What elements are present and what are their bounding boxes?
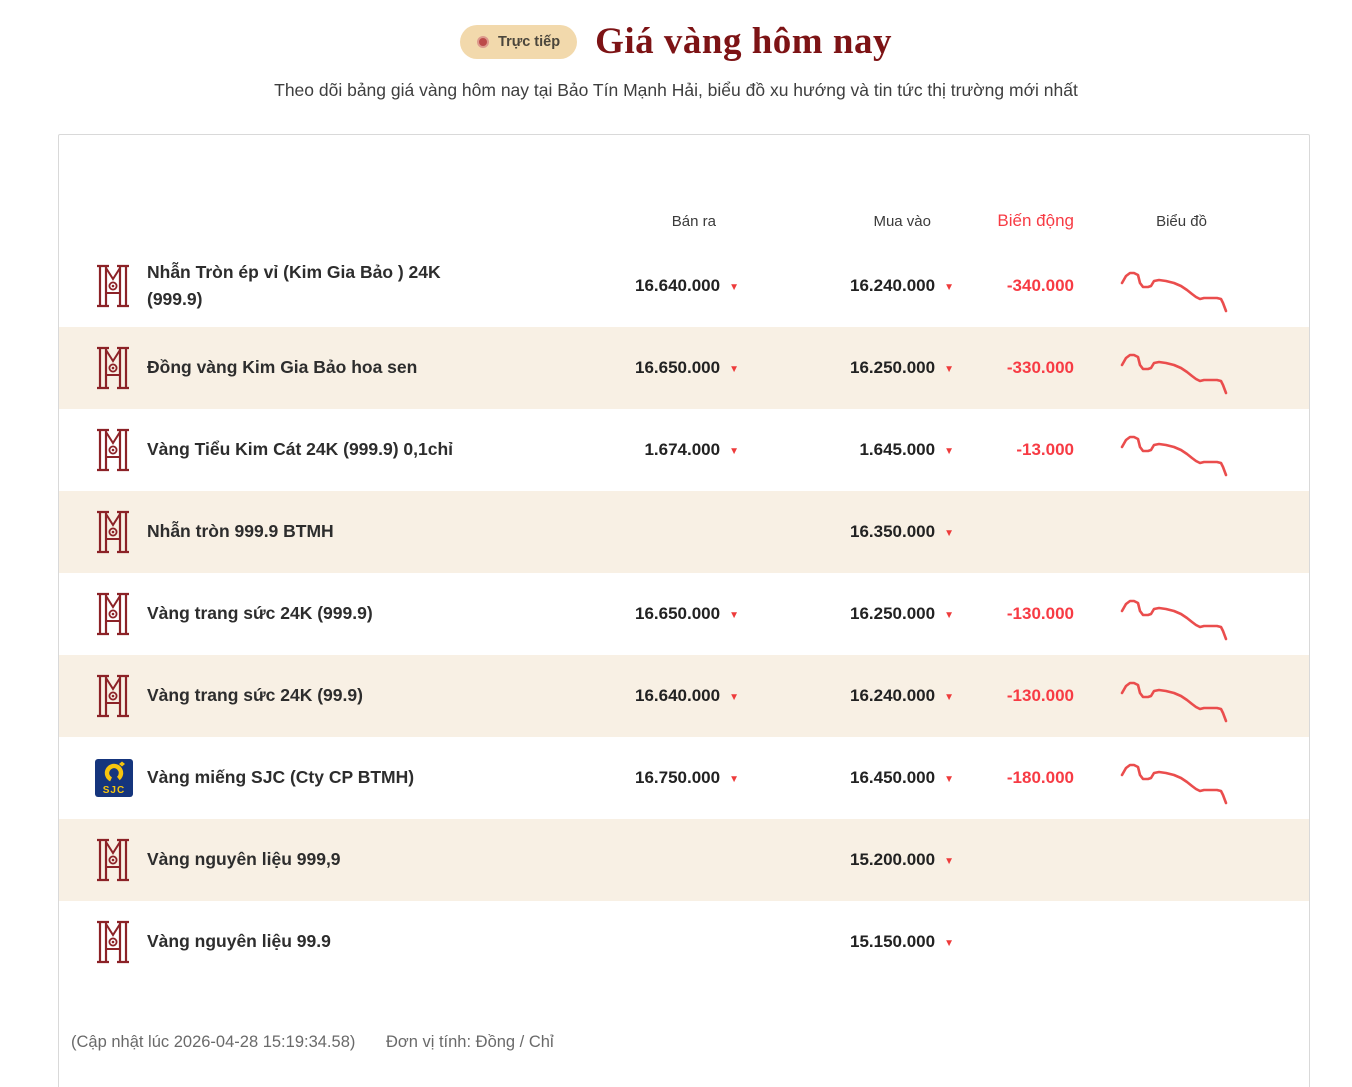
btmh-logo-icon [95, 428, 131, 472]
table-row[interactable]: Vàng nguyên liệu 999,9 15.200.000 ▼ [59, 819, 1309, 901]
col-header-sell: Bán ra [671, 212, 716, 230]
product-name: Vàng nguyên liệu 999,9 [147, 849, 341, 870]
table-row[interactable]: Nhẫn tròn 999.9 BTMH 16.350.000 ▼ [59, 491, 1309, 573]
down-triangle-icon: ▼ [729, 364, 739, 375]
btmh-logo-icon [95, 920, 131, 964]
sparkline-cell [1074, 341, 1289, 396]
sell-price: 1.674.000 ▼ [644, 440, 739, 459]
page-title: Giá vàng hôm nay [595, 21, 892, 62]
sparkline-cell [1074, 587, 1289, 642]
sell-price: 16.650.000 ▼ [635, 358, 739, 377]
price-sparkline-chart [1120, 599, 1228, 640]
sjc-logo-icon: SJC [95, 759, 133, 797]
down-triangle-icon: ▼ [729, 446, 739, 457]
price-sparkline-chart [1120, 681, 1228, 722]
table-row[interactable]: Nhẫn Tròn ép vỉ (Kim Gia Bảo ) 24K (999.… [59, 245, 1309, 327]
price-change: -180.000 [1006, 768, 1074, 787]
live-badge: Trực tiếp [460, 24, 578, 59]
sparkline-cell [1074, 669, 1289, 724]
table-row[interactable]: Vàng Tiểu Kim Cát 24K (999.9) 0,1chỉ 1.6… [59, 409, 1309, 491]
sparkline-cell [1074, 751, 1289, 806]
down-triangle-icon: ▼ [944, 364, 954, 375]
product-name: Vàng trang sức 24K (99.9) [147, 685, 363, 706]
down-triangle-icon: ▼ [944, 446, 954, 457]
buy-price: 15.200.000 ▼ [850, 850, 954, 869]
table-row[interactable]: SJC Vàng miếng SJC (Cty CP BTMH) 16.750.… [59, 737, 1309, 819]
live-badge-label: Trực tiếp [498, 33, 561, 50]
sell-price: 16.750.000 ▼ [635, 768, 739, 787]
down-triangle-icon: ▼ [944, 774, 954, 785]
price-sparkline-chart [1120, 271, 1228, 312]
btmh-logo-icon [95, 838, 131, 882]
product-name: Nhẫn Tròn ép vỉ (Kim Gia Bảo ) 24K (999.… [147, 261, 441, 309]
updated-timestamp: (Cập nhật lúc 2026-04-28 15:19:34.58) [71, 1033, 356, 1051]
table-footer: (Cập nhật lúc 2026-04-28 15:19:34.58) Đơ… [59, 983, 1309, 1078]
col-header-change: Biến động [997, 211, 1074, 230]
down-triangle-icon: ▼ [729, 282, 739, 293]
table-row[interactable]: Đồng vàng Kim Gia Bảo hoa sen 16.650.000… [59, 327, 1309, 409]
col-header-buy: Mua vào [873, 212, 931, 230]
price-change: -130.000 [1006, 686, 1074, 705]
sell-price: 16.640.000 ▼ [635, 276, 739, 295]
live-dot-icon [477, 35, 490, 48]
down-triangle-icon: ▼ [729, 692, 739, 703]
down-triangle-icon: ▼ [944, 610, 954, 621]
btmh-logo-icon [95, 674, 131, 718]
down-triangle-icon: ▼ [729, 610, 739, 621]
buy-price: 16.250.000 ▼ [850, 604, 954, 623]
buy-price: 16.350.000 ▼ [850, 522, 954, 541]
sparkline-cell [1074, 423, 1289, 478]
down-triangle-icon: ▼ [944, 528, 954, 539]
product-name: Nhẫn tròn 999.9 BTMH [147, 521, 334, 542]
page-subtitle: Theo dõi bảng giá vàng hôm nay tại Bảo T… [274, 80, 1078, 100]
table-row[interactable]: Vàng trang sức 24K (99.9) 16.640.000 ▼ 16… [59, 655, 1309, 737]
table-row[interactable]: Vàng nguyên liệu 99.9 15.150.000 ▼ [59, 901, 1309, 983]
page-header: Trực tiếp Giá vàng hôm nay Theo dõi bảng… [0, 0, 1352, 101]
table-header-row: Bán ra Mua vào Biến động Biểu đồ [59, 135, 1309, 245]
price-change: -330.000 [1006, 358, 1074, 377]
table-body: Nhẫn Tròn ép vỉ (Kim Gia Bảo ) 24K (999.… [59, 245, 1309, 983]
buy-price: 1.645.000 ▼ [859, 440, 954, 459]
buy-price: 16.450.000 ▼ [850, 768, 954, 787]
down-triangle-icon: ▼ [944, 938, 954, 949]
down-triangle-icon: ▼ [944, 856, 954, 867]
product-name: Đồng vàng Kim Gia Bảo hoa sen [147, 357, 418, 378]
buy-price: 16.240.000 ▼ [850, 686, 954, 705]
price-change: -13.000 [1016, 440, 1074, 459]
price-sparkline-chart [1120, 435, 1228, 476]
buy-price: 16.250.000 ▼ [850, 358, 954, 377]
product-name: Vàng nguyên liệu 99.9 [147, 931, 331, 952]
product-name: Vàng miếng SJC (Cty CP BTMH) [147, 767, 415, 788]
price-change: -340.000 [1006, 276, 1074, 295]
sell-price: 16.650.000 ▼ [635, 604, 739, 623]
price-sparkline-chart [1120, 353, 1228, 394]
product-name: Vàng Tiểu Kim Cát 24K (999.9) 0,1chỉ [147, 439, 454, 460]
btmh-logo-icon [95, 346, 131, 390]
down-triangle-icon: ▼ [944, 282, 954, 293]
down-triangle-icon: ▼ [729, 774, 739, 785]
btmh-logo-icon [95, 592, 131, 636]
col-header-chart: Biểu đồ [1156, 212, 1207, 230]
product-name: Vàng trang sức 24K (999.9) [147, 603, 373, 624]
down-triangle-icon: ▼ [944, 692, 954, 703]
sparkline-cell [1074, 259, 1289, 314]
sell-price: 16.640.000 ▼ [635, 686, 739, 705]
gold-price-table: Bán ra Mua vào Biến động Biểu đồ Nhẫn Tr… [58, 134, 1310, 1087]
buy-price: 16.240.000 ▼ [850, 276, 954, 295]
btmh-logo-icon [95, 510, 131, 554]
svg-text:SJC: SJC [103, 785, 125, 796]
price-sparkline-chart [1120, 763, 1228, 804]
price-change: -130.000 [1006, 604, 1074, 623]
btmh-logo-icon [95, 264, 131, 308]
unit-label: Đơn vị tính: Đồng / Chỉ [385, 1033, 554, 1051]
table-row[interactable]: Vàng trang sức 24K (999.9) 16.650.000 ▼ 1… [59, 573, 1309, 655]
buy-price: 15.150.000 ▼ [850, 932, 954, 951]
